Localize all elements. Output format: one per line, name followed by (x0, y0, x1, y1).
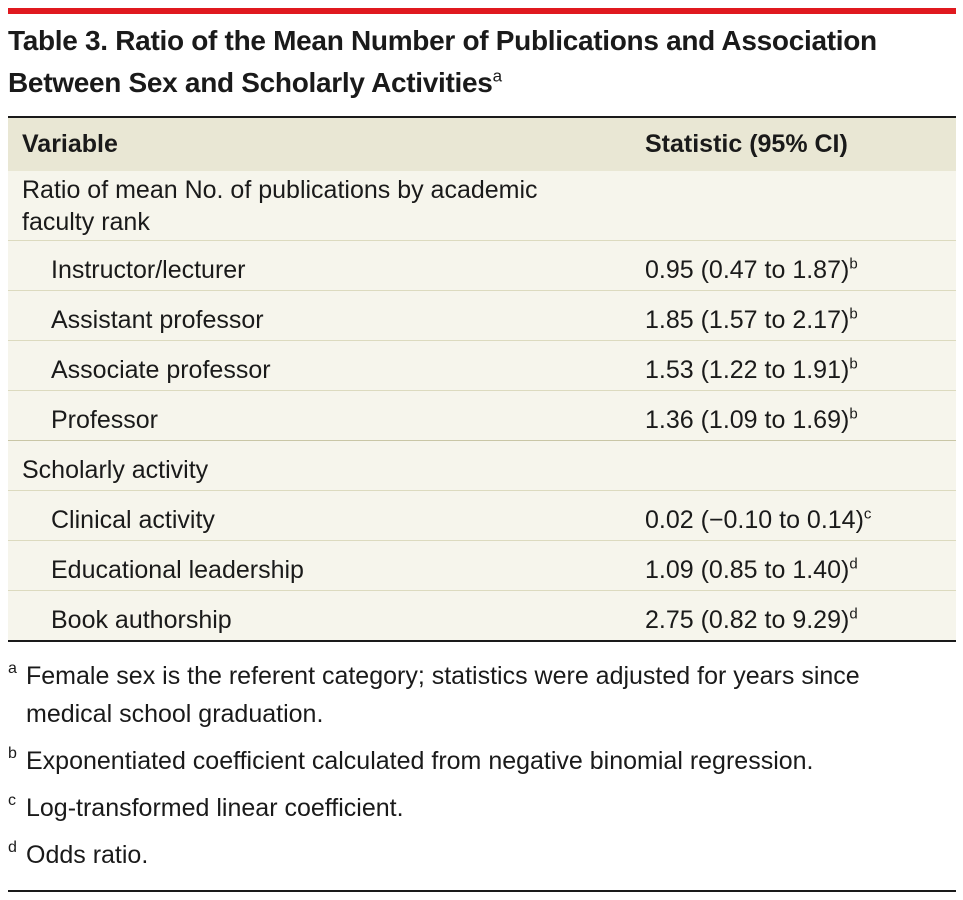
table-row: Scholarly activity (8, 440, 956, 490)
table-row: Educational leadership 1.09 (0.85 to 1.4… (8, 540, 956, 590)
footnote: a Female sex is the referent category; s… (8, 657, 948, 733)
statistic-note-mark: b (849, 355, 858, 373)
footnote-text: Odds ratio. (26, 841, 149, 869)
top-accent-rule (8, 8, 956, 14)
table-row: Book authorship 2.75 (0.82 to 9.29)d (8, 590, 956, 640)
row-variable: Instructor/lecturer (51, 256, 246, 284)
footnote-mark: b (8, 745, 17, 762)
row-variable: Assistant professor (51, 306, 264, 334)
statistic-value: 1.36 (1.09 to 1.69) (645, 406, 850, 434)
footnote-text: Log-transformed linear coefficient. (26, 794, 404, 822)
header-statistic: Statistic (95% CI) (645, 130, 848, 158)
bottom-rule (8, 890, 956, 892)
statistic-note-mark: b (849, 405, 858, 423)
table-header-row: Variable Statistic (95% CI) (8, 116, 956, 171)
footnote-mark: d (8, 839, 17, 856)
data-table: Variable Statistic (95% CI) Ratio of mea… (8, 116, 956, 642)
row-statistic: 2.75 (0.82 to 9.29)d (645, 604, 858, 636)
statistic-value: 2.75 (0.82 to 9.29) (645, 606, 850, 634)
table-bottom-rule (8, 640, 956, 642)
table-title-text: Table 3. Ratio of the Mean Number of Pub… (8, 25, 877, 98)
row-variable: Scholarly activity (22, 456, 209, 484)
statistic-value: 1.53 (1.22 to 1.91) (645, 356, 850, 384)
row-variable: Educational leadership (51, 556, 304, 584)
statistic-note-mark: b (849, 305, 858, 323)
row-statistic: 0.95 (0.47 to 1.87)b (645, 254, 858, 286)
row-variable: Professor (51, 406, 158, 434)
statistic-value: 1.09 (0.85 to 1.40) (645, 556, 850, 584)
table-row: Assistant professor 1.85 (1.57 to 2.17)b (8, 290, 956, 340)
statistic-value: 0.02 (−0.10 to 0.14) (645, 506, 864, 534)
row-statistic: 1.85 (1.57 to 2.17)b (645, 304, 858, 336)
table-row: Professor 1.36 (1.09 to 1.69)b (8, 390, 956, 440)
statistic-value: 1.85 (1.57 to 2.17) (645, 306, 850, 334)
row-statistic: 1.09 (0.85 to 1.40)d (645, 554, 858, 586)
footnote-mark: c (8, 792, 16, 809)
row-statistic: 1.53 (1.22 to 1.91)b (645, 354, 858, 386)
row-variable: Ratio of mean No. of publications by aca… (22, 176, 538, 236)
footnote-text: Exponentiated coefficient calculated fro… (26, 747, 814, 775)
statistic-note-mark: d (849, 605, 858, 623)
footnote: c Log-transformed linear coefficient. (8, 789, 948, 827)
row-statistic: 1.36 (1.09 to 1.69)b (645, 404, 858, 436)
table-row: Clinical activity 0.02 (−0.10 to 0.14)c (8, 490, 956, 540)
statistic-note-mark: c (863, 505, 872, 523)
statistic-note-mark: b (849, 255, 858, 273)
footnotes: a Female sex is the referent category; s… (8, 657, 948, 883)
row-variable: Book authorship (51, 606, 232, 634)
table-title: Table 3. Ratio of the Mean Number of Pub… (8, 20, 948, 104)
footnote: d Odds ratio. (8, 836, 948, 874)
table-row: Instructor/lecturer 0.95 (0.47 to 1.87)b (8, 240, 956, 290)
header-variable: Variable (22, 130, 118, 158)
footnote: b Exponentiated coefficient calculated f… (8, 742, 948, 780)
statistic-value: 0.95 (0.47 to 1.87) (645, 256, 850, 284)
row-variable: Associate professor (51, 356, 271, 384)
row-statistic: 0.02 (−0.10 to 0.14)c (645, 504, 871, 536)
statistic-note-mark: d (849, 555, 858, 573)
table-row: Ratio of mean No. of publications by aca… (8, 171, 956, 240)
title-footnote-mark: a (492, 66, 502, 86)
footnote-mark: a (8, 660, 17, 677)
row-variable: Clinical activity (51, 506, 215, 534)
table-row: Associate professor 1.53 (1.22 to 1.91)b (8, 340, 956, 390)
footnote-text: Female sex is the referent category; sta… (26, 662, 860, 728)
